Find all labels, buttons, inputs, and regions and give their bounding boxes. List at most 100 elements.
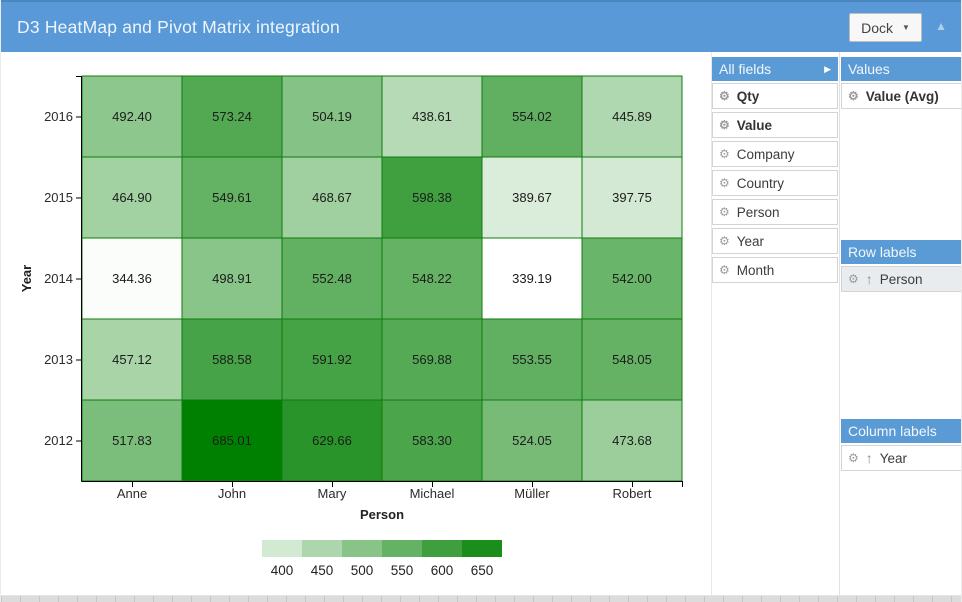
heatmap-cell[interactable] (81, 318, 183, 401)
heatmap-cell[interactable] (381, 75, 483, 158)
field-item[interactable]: ⚙︎ Month (712, 257, 838, 283)
heatmap-cell[interactable] (181, 237, 283, 320)
heatmap-cell[interactable] (381, 318, 483, 401)
all-fields-header: All fields ▶ (712, 57, 838, 81)
legend-tick-label: 650 (471, 563, 494, 578)
field-item[interactable]: ⚙︎ Value (712, 112, 838, 138)
cell-value-label: 548.05 (612, 352, 652, 367)
x-axis-tick-label: John (218, 486, 246, 501)
heatmap-cell[interactable] (481, 237, 583, 320)
heatmap-cell[interactable] (481, 399, 583, 482)
heatmap-cell[interactable] (181, 75, 283, 158)
field-item-label: Value (Avg) (865, 88, 939, 104)
heatmap-cell[interactable] (581, 75, 683, 158)
heatmap-cell[interactable] (281, 318, 383, 401)
gear-icon[interactable]: ⚙︎ (719, 147, 730, 161)
legend-swatch (342, 540, 382, 557)
values-header: Values (841, 57, 961, 81)
field-item[interactable]: ⚙︎ Value (Avg) (841, 83, 961, 109)
heatmap-cell[interactable] (581, 237, 683, 320)
field-item[interactable]: ⚙︎ Country (712, 170, 838, 196)
field-item-label: Year (736, 233, 765, 249)
column-labels-title: Column labels (848, 423, 937, 439)
field-item[interactable]: ⚙︎ ↑ Year (841, 445, 961, 471)
legend-swatch (462, 540, 502, 557)
cell-value-label: 629.66 (312, 433, 352, 448)
row-labels-header: Row labels (841, 240, 961, 264)
gear-icon[interactable]: ⚙︎ (719, 176, 730, 190)
cell-value-label: 438.61 (412, 109, 452, 124)
heatmap-cell[interactable] (581, 399, 683, 482)
field-item-label: Year (879, 450, 908, 466)
heatmap-chart: 492.40 573.24 504.19 438.61 554.02 445.89 464.… (19, 75, 683, 578)
legend-swatch (302, 540, 342, 557)
expand-arrow-icon[interactable]: ▶ (824, 64, 831, 74)
all-fields-title: All fields (719, 61, 772, 77)
gear-icon[interactable]: ⚙︎ (719, 118, 730, 132)
x-axis-tick-label: Müller (514, 486, 550, 501)
heatmap-cell[interactable] (581, 318, 683, 401)
heatmap-cell[interactable] (381, 156, 483, 239)
row-labels-title: Row labels (848, 244, 917, 260)
cell-value-label: 573.24 (212, 109, 252, 124)
pivot-configurator-panel: All fields ▶ ⚙︎ Qty ⚙︎ Value ⚙︎ Company ⚙︎ Coun… (711, 52, 961, 595)
cell-value-label: 468.67 (312, 190, 352, 205)
heatmap-cell[interactable] (481, 75, 583, 158)
heatmap-cell[interactable] (181, 318, 283, 401)
gear-icon[interactable]: ⚙︎ (719, 234, 730, 248)
collapse-panel-icon[interactable]: ▲ (935, 19, 947, 33)
cell-value-label: 457.12 (112, 352, 152, 367)
sort-ascending-icon[interactable]: ↑ (865, 450, 873, 466)
heatmap-cell[interactable] (281, 75, 383, 158)
field-item[interactable]: ⚙︎ Year (712, 228, 838, 254)
field-item[interactable]: ⚙︎ Person (712, 199, 838, 225)
gear-icon[interactable]: ⚙︎ (848, 272, 859, 286)
cell-value-label: 473.68 (612, 433, 652, 448)
field-item[interactable]: ⚙︎ Company (712, 141, 838, 167)
legend-swatch (422, 540, 462, 557)
column-labels-list: ⚙︎ ↑ Year (841, 445, 961, 471)
y-axis-tick-label: 2016 (44, 109, 73, 124)
heatmap-cell[interactable] (381, 237, 483, 320)
main-content: 492.40 573.24 504.19 438.61 554.02 445.89 464.… (1, 52, 961, 602)
pivot-zones-column: Values ⚙︎ Value (Avg) Row labels ⚙︎ ↑ Perso… (839, 52, 961, 595)
cell-value-label: 549.61 (212, 190, 252, 205)
field-item[interactable]: ⚙︎ Qty (712, 83, 838, 109)
heatmap-cell[interactable] (81, 237, 183, 320)
bottom-resize-strip[interactable] (1, 595, 961, 602)
title-bar: D3 HeatMap and Pivot Matrix integration … (1, 0, 961, 52)
legend-swatch (382, 540, 422, 557)
cell-value-label: 445.89 (612, 109, 652, 124)
heatmap-cell[interactable] (281, 237, 383, 320)
field-item[interactable]: ⚙︎ ↑ Person (841, 266, 961, 292)
heatmap-cell[interactable] (381, 399, 483, 482)
heatmap-cell[interactable] (81, 75, 183, 158)
gear-icon[interactable]: ⚙︎ (719, 263, 730, 277)
heatmap-cell[interactable] (281, 399, 383, 482)
field-item-label: Person (736, 204, 780, 220)
sort-ascending-icon[interactable]: ↑ (865, 271, 873, 287)
row-labels-section: Row labels ⚙︎ ↑ Person (841, 240, 961, 295)
dock-button-label: Dock (861, 19, 893, 36)
x-axis-tick-label: Robert (612, 486, 651, 501)
gear-icon[interactable]: ⚙︎ (719, 89, 730, 103)
cell-value-label: 588.58 (212, 352, 252, 367)
heatmap-cell[interactable] (481, 318, 583, 401)
cell-value-label: 598.38 (412, 190, 452, 205)
gear-icon[interactable]: ⚙︎ (719, 205, 730, 219)
cell-value-label: 542.00 (612, 271, 652, 286)
cell-value-label: 583.30 (412, 433, 452, 448)
cell-value-label: 524.05 (512, 433, 552, 448)
legend-tick-label: 600 (431, 563, 454, 578)
heatmap-cell[interactable] (81, 399, 183, 482)
heatmap-cell[interactable] (581, 156, 683, 239)
heatmap-cell[interactable] (181, 156, 283, 239)
legend-tick-label: 450 (311, 563, 334, 578)
y-axis-tick-label: 2012 (44, 433, 73, 448)
cell-value-label: 464.90 (112, 190, 152, 205)
cell-value-label: 552.48 (312, 271, 352, 286)
dock-button[interactable]: Dock ▼ (849, 13, 922, 42)
gear-icon[interactable]: ⚙︎ (848, 451, 859, 465)
gear-icon[interactable]: ⚙︎ (848, 89, 859, 103)
